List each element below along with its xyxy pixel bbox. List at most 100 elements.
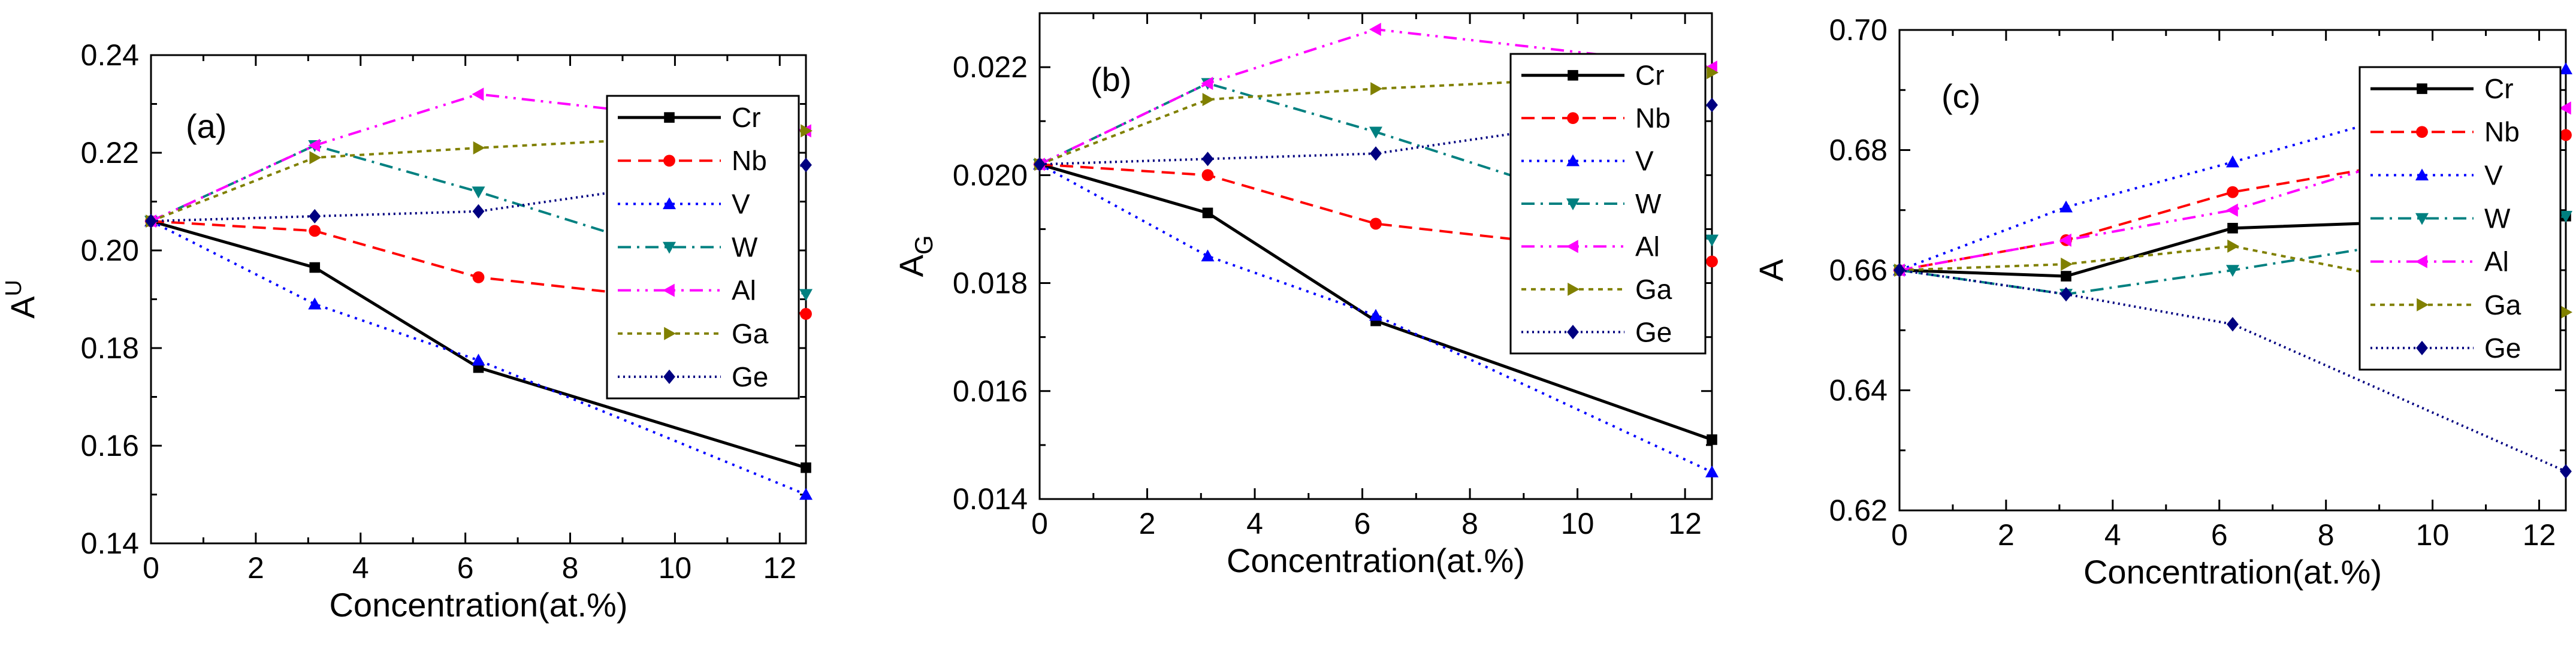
legend: Cr Nb VW Al Ga Ge (2358, 66, 2562, 371)
data-point-nb: Nb (12.5, 0.187) (800, 308, 812, 320)
data-point-ge: Ge (12.5, 0.0213) (1706, 98, 1718, 113)
y-tick-label: 0.16 (81, 429, 139, 462)
panel-label: (c) (1941, 77, 1980, 115)
x-tick-label: 0 (1031, 507, 1048, 540)
x-tick-label: 12 (2523, 518, 2556, 552)
legend-label-w: W (732, 232, 758, 263)
data-point-nb: Nb (6.25, 0.673) (2227, 186, 2239, 198)
data-point-ge: Ge (0, 0.66) (1894, 262, 1905, 278)
y-tick-label: 0.18 (81, 331, 139, 365)
x-tick-label: 6 (1354, 507, 1371, 540)
data-point-ge: Ge (3.125, 0.656) (2060, 287, 2072, 302)
y-tick-label: 0.62 (1829, 494, 1888, 527)
data-point-ge: Ge (0, 0.206) (145, 214, 157, 229)
legend-marker-al (663, 283, 675, 297)
x-tick-label: 2 (1139, 507, 1156, 540)
legend-marker-ge (1567, 325, 1579, 340)
legend-marker-nb (2416, 126, 2428, 138)
legend-label-w: W (2484, 203, 2511, 234)
y-tick-label: 0.66 (1829, 253, 1888, 287)
data-point-v: V (12.5, 0.0145) (1705, 465, 1719, 477)
data-point-al: Al (3.125, 0.2215) (308, 138, 321, 152)
legend: Cr Nb VW Al Ga Ge (606, 95, 800, 400)
data-point-ga: Ga (12.5, 0.653) (2560, 306, 2572, 319)
data-point-nb: Nb (12.5, 0.0184) (1706, 255, 1718, 268)
x-axis-title: Concentration(at.%) (1227, 542, 1525, 579)
series-line-ga (1899, 244, 2566, 314)
legend-marker-cr (2417, 83, 2427, 94)
y-tick-label: 0.14 (81, 527, 139, 560)
y-axis-title: A (1752, 259, 1790, 282)
data-point-ga: Ga (6.25, 0.0216) (1370, 82, 1382, 96)
data-point-ge: Ge (12.5, 0.6265) (2560, 464, 2572, 479)
legend-marker-ge (2416, 340, 2428, 356)
x-tick-label: 8 (2318, 518, 2335, 552)
y-tick-label: 0.016 (953, 374, 1028, 408)
data-point-nb: Nb (12.5, 0.6825) (2560, 129, 2572, 141)
legend-marker-w (663, 241, 676, 254)
legend-marker-v (1566, 154, 1580, 167)
x-tick-label: 2 (247, 551, 264, 585)
data-point-v: V (3.125, 0.6705) (2059, 200, 2073, 213)
legend-marker-v (663, 197, 676, 210)
legend-label-al: Al (732, 275, 756, 306)
data-point-ga: Ga (6.25, 0.221) (473, 141, 485, 155)
legend-marker-nb (1567, 112, 1579, 125)
x-tick-label: 4 (2104, 518, 2121, 552)
panel-label: (a) (186, 107, 227, 145)
data-point-w: W (12.5, 0.0188) (1705, 234, 1719, 247)
legend-label-cr: Cr (2484, 73, 2514, 104)
data-point-cr: Cr (6.25, 0.667) (2227, 223, 2238, 234)
y-tick-label: 0.022 (953, 50, 1028, 84)
legend-marker-w (2415, 213, 2429, 225)
legend-label-al: Al (2484, 246, 2509, 277)
legend-label-w: W (1635, 188, 1662, 219)
x-tick-label: 12 (763, 551, 796, 585)
legend-label-v: V (732, 188, 750, 219)
legend-marker-al (2415, 255, 2427, 268)
data-point-al: Al (3.125, 0.665) (2059, 233, 2071, 247)
series-line-ge (150, 164, 807, 223)
y-tick-label: 0.20 (81, 234, 139, 267)
x-axis-title: Concentration(at.%) (2083, 553, 2382, 591)
legend-label-cr: Cr (1635, 60, 1665, 91)
legend-label-ga: Ga (1635, 274, 1672, 305)
data-point-v: V (12.5, 0.15) (799, 488, 813, 500)
legend-marker-ga (664, 326, 676, 340)
legend-marker-ga (1568, 282, 1580, 296)
data-point-ga: Ga (12.5, 0.0219) (1707, 66, 1719, 80)
y-tick-label: 0.64 (1829, 374, 1888, 407)
legend-marker-ga (2417, 298, 2429, 312)
data-point-al: Al (6.25, 0.67) (2226, 203, 2238, 217)
series-line-cr (1039, 162, 1713, 442)
y-tick-label: 0.020 (953, 158, 1028, 192)
data-point-v: V (6.25, 0.0174) (1369, 309, 1382, 321)
legend-marker-cr (664, 112, 675, 123)
x-tick-label: 0 (143, 551, 159, 585)
data-point-v: V (3.125, 0.189) (308, 297, 322, 310)
data-point-nb: Nb (3.125, 0.204) (309, 225, 321, 237)
legend-marker-nb (663, 155, 675, 167)
data-point-ge: Ge (3.125, 0.207) (309, 208, 321, 224)
x-tick-label: 10 (659, 551, 692, 585)
legend-label-v: V (1635, 146, 1654, 177)
data-point-al: Al (6.25, 0.232) (472, 87, 484, 101)
legend-label-v: V (2484, 159, 2503, 191)
data-point-cr: Cr (12.5, 0.1555) (801, 462, 811, 473)
y-axis-title: AG (892, 235, 938, 277)
legend-marker-al (1566, 240, 1578, 253)
y-tick-label: 0.22 (81, 136, 139, 170)
x-tick-label: 10 (1561, 507, 1594, 540)
y-tick-label: 0.24 (81, 38, 139, 72)
data-point-al: Al (12.5, 0.687) (2559, 101, 2571, 115)
data-point-v: V (3.125, 0.0185) (1201, 249, 1215, 262)
legend-marker-v (2415, 168, 2429, 181)
chart-panel-c: 0 2 4 6 8 10 12 0.62 0.64 0.66 0.68 0.70 Concentrati… (1752, 13, 2572, 591)
data-point-nb: Nb (6.25, 0.0191) (1370, 217, 1382, 230)
data-point-ga: Ga (12.5, 0.2245) (801, 124, 813, 138)
data-point-w: W (12.5, 0.669) (2559, 210, 2572, 223)
data-point-ge: Ge (3.125, 0.0203) (1201, 152, 1214, 167)
x-tick-label: 4 (352, 551, 369, 585)
data-point-al: Al (6.25, 0.0227) (1369, 23, 1381, 37)
